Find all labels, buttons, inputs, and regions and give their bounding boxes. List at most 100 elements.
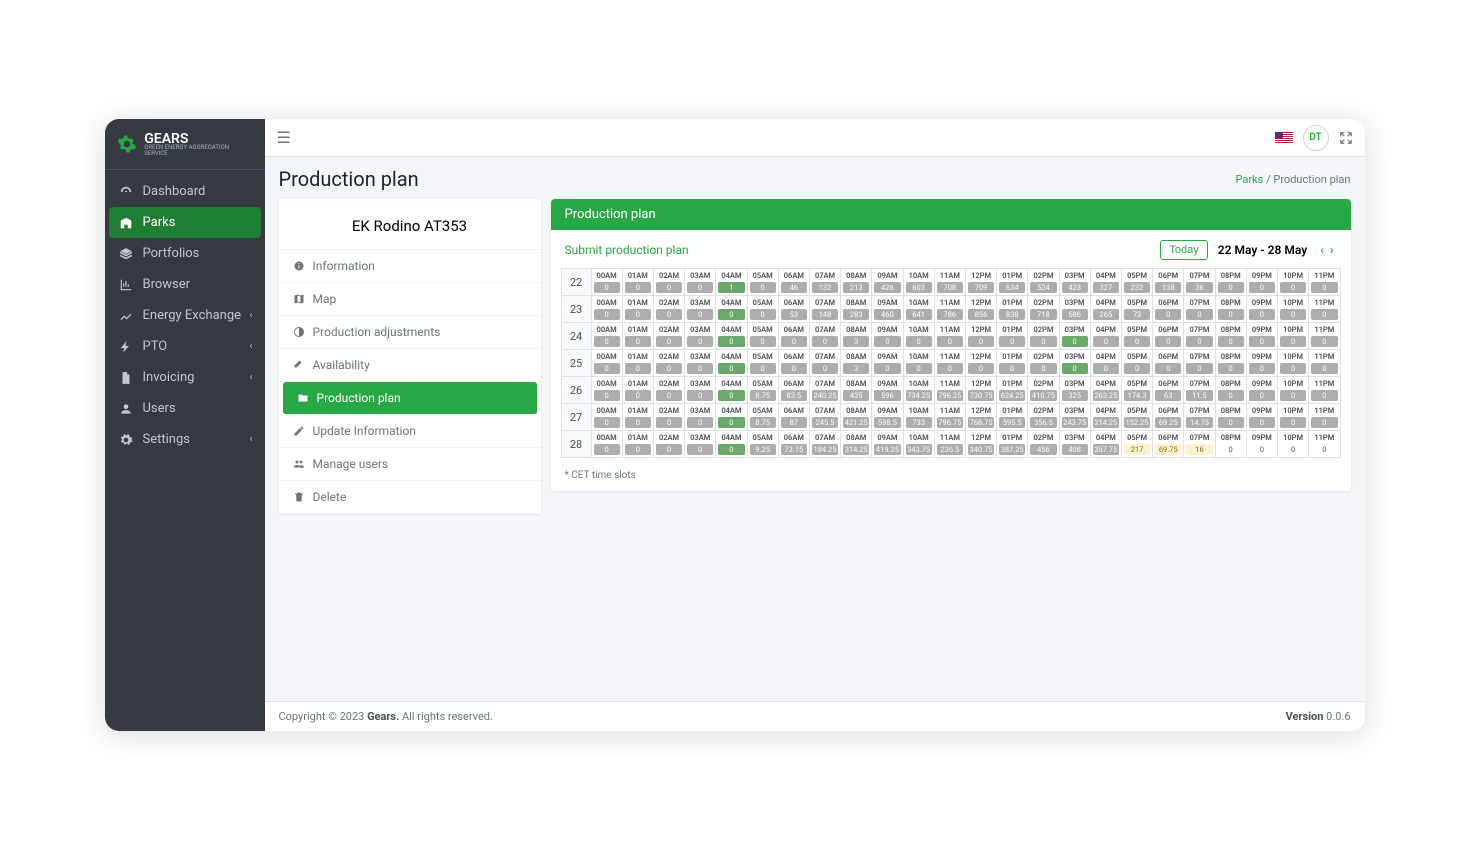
plan-cell[interactable]: 04AM1 xyxy=(716,269,747,296)
sidebar-item-invoicing[interactable]: Invoicing ‹ xyxy=(109,362,261,393)
plan-cell[interactable]: 02PM0 xyxy=(1028,323,1059,350)
plan-cell[interactable]: 11PM0 xyxy=(1309,323,1340,350)
plan-cell[interactable]: 01PM595.5 xyxy=(997,404,1028,431)
plan-cell[interactable]: 09PM0 xyxy=(1246,404,1277,431)
plan-cell[interactable]: 06AM0 xyxy=(778,350,809,377)
plan-cell[interactable]: 03PM408 xyxy=(1059,431,1090,458)
plan-cell[interactable]: 01PM0 xyxy=(997,350,1028,377)
plan-cell[interactable]: 11AM786 xyxy=(934,296,965,323)
plan-cell[interactable]: 02AM0 xyxy=(653,377,684,404)
plan-cell[interactable]: 04AM0 xyxy=(716,323,747,350)
plan-cell[interactable]: 09PM0 xyxy=(1246,296,1277,323)
plan-cell[interactable]: 02PM356.5 xyxy=(1028,404,1059,431)
subnav-delete[interactable]: Delete xyxy=(279,481,541,514)
plan-cell[interactable]: 07PM16 xyxy=(1184,431,1215,458)
plan-cell[interactable]: 10AM734.25 xyxy=(903,377,934,404)
subnav-map[interactable]: Map xyxy=(279,283,541,316)
subnav-information[interactable]: Information xyxy=(279,250,541,283)
plan-cell[interactable]: 11AM708 xyxy=(934,269,965,296)
plan-cell[interactable]: 09AM596 xyxy=(872,377,903,404)
expand-icon[interactable] xyxy=(1339,131,1353,145)
avatar[interactable]: DT xyxy=(1303,125,1329,151)
plan-cell[interactable]: 05AM0 xyxy=(747,296,778,323)
plan-cell[interactable]: 07PM14.75 xyxy=(1184,404,1215,431)
plan-cell[interactable]: 03AM0 xyxy=(685,377,716,404)
next-week-icon[interactable]: › xyxy=(1327,243,1337,257)
sidebar-item-dashboard[interactable]: Dashboard xyxy=(109,176,261,207)
plan-cell[interactable]: 11PM0 xyxy=(1309,350,1340,377)
plan-cell[interactable]: 00AM0 xyxy=(591,431,622,458)
plan-cell[interactable]: 00AM0 xyxy=(591,350,622,377)
plan-cell[interactable]: 04AM0 xyxy=(716,404,747,431)
plan-cell[interactable]: 08PM0 xyxy=(1215,431,1246,458)
plan-cell[interactable]: 11AM796.75 xyxy=(934,404,965,431)
plan-cell[interactable]: 08PM0 xyxy=(1215,350,1246,377)
today-button[interactable]: Today xyxy=(1160,240,1207,260)
plan-cell[interactable]: 01PM387.25 xyxy=(997,431,1028,458)
plan-cell[interactable]: 08PM0 xyxy=(1215,377,1246,404)
plan-cell[interactable]: 06PM138 xyxy=(1153,269,1184,296)
plan-cell[interactable]: 06AM87 xyxy=(778,404,809,431)
plan-cell[interactable]: 01AM0 xyxy=(622,404,653,431)
plan-cell[interactable]: 01AM0 xyxy=(622,377,653,404)
plan-cell[interactable]: 01AM0 xyxy=(622,269,653,296)
plan-cell[interactable]: 04PM327 xyxy=(1090,269,1121,296)
plan-cell[interactable]: 07AM132 xyxy=(809,269,840,296)
plan-cell[interactable]: 12PM856 xyxy=(965,296,996,323)
plan-cell[interactable]: 09PM0 xyxy=(1246,431,1277,458)
plan-cell[interactable]: 12PM768.75 xyxy=(965,404,996,431)
plan-cell[interactable]: 08AM3 xyxy=(841,323,872,350)
plan-cell[interactable]: 08AM421.25 xyxy=(841,404,872,431)
plan-cell[interactable]: 11PM0 xyxy=(1309,404,1340,431)
plan-cell[interactable]: 02PM718 xyxy=(1028,296,1059,323)
sidebar-item-pto[interactable]: PTO ‹ xyxy=(109,331,261,362)
plan-cell[interactable]: 00AM0 xyxy=(591,323,622,350)
plan-cell[interactable]: 08PM0 xyxy=(1215,404,1246,431)
sidebar-item-parks[interactable]: Parks xyxy=(109,207,261,238)
subnav-production-plan[interactable]: Production plan xyxy=(283,382,537,415)
plan-cell[interactable]: 08AM3 xyxy=(841,350,872,377)
plan-cell[interactable]: 09AM426 xyxy=(872,269,903,296)
plan-cell[interactable]: 01AM0 xyxy=(622,296,653,323)
plan-cell[interactable]: 10PM0 xyxy=(1277,323,1308,350)
sidebar-item-energy-exchange[interactable]: Energy Exchange ‹ xyxy=(109,300,261,331)
plan-cell[interactable]: 07AM148 xyxy=(809,296,840,323)
plan-cell[interactable]: 01PM838 xyxy=(997,296,1028,323)
sidebar-item-browser[interactable]: Browser xyxy=(109,269,261,300)
plan-cell[interactable]: 07AM240.25 xyxy=(809,377,840,404)
plan-cell[interactable]: 05AM8.75 xyxy=(747,377,778,404)
plan-cell[interactable]: 11PM0 xyxy=(1309,296,1340,323)
plan-cell[interactable]: 02AM0 xyxy=(653,269,684,296)
plan-cell[interactable]: 08AM283 xyxy=(841,296,872,323)
plan-cell[interactable]: 08PM0 xyxy=(1215,269,1246,296)
plan-cell[interactable]: 04AM0 xyxy=(716,377,747,404)
plan-cell[interactable]: 11PM0 xyxy=(1309,431,1340,458)
plan-cell[interactable]: 08PM0 xyxy=(1215,323,1246,350)
plan-cell[interactable]: 05PM152.25 xyxy=(1121,404,1152,431)
plan-cell[interactable]: 06AM46 xyxy=(778,269,809,296)
plan-cell[interactable]: 05PM217 xyxy=(1121,431,1152,458)
plan-cell[interactable]: 10PM0 xyxy=(1277,377,1308,404)
plan-cell[interactable]: 10PM0 xyxy=(1277,404,1308,431)
plan-cell[interactable]: 09AM460 xyxy=(872,296,903,323)
plan-cell[interactable]: 04AM0 xyxy=(716,350,747,377)
plan-cell[interactable]: 10AM641 xyxy=(903,296,934,323)
plan-cell[interactable]: 03AM0 xyxy=(685,269,716,296)
subnav-availability[interactable]: Availability xyxy=(279,349,541,382)
plan-cell[interactable]: 10PM0 xyxy=(1277,431,1308,458)
plan-cell[interactable]: 05PM0 xyxy=(1121,350,1152,377)
plan-cell[interactable]: 04PM265 xyxy=(1090,296,1121,323)
plan-cell[interactable]: 05PM73 xyxy=(1121,296,1152,323)
plan-cell[interactable]: 09AM0 xyxy=(872,323,903,350)
plan-cell[interactable]: 02PM0 xyxy=(1028,350,1059,377)
plan-cell[interactable]: 07PM0 xyxy=(1184,296,1215,323)
plan-cell[interactable]: 02AM0 xyxy=(653,323,684,350)
plan-cell[interactable]: 06AM83.5 xyxy=(778,377,809,404)
flag-us-icon[interactable] xyxy=(1275,132,1293,144)
plan-cell[interactable]: 06AM73.75 xyxy=(778,431,809,458)
plan-cell[interactable]: 03PM0 xyxy=(1059,323,1090,350)
breadcrumb-parks[interactable]: Parks xyxy=(1236,173,1264,186)
plan-cell[interactable]: 02AM0 xyxy=(653,350,684,377)
plan-cell[interactable]: 03PM0 xyxy=(1059,350,1090,377)
plan-cell[interactable]: 00AM0 xyxy=(591,296,622,323)
